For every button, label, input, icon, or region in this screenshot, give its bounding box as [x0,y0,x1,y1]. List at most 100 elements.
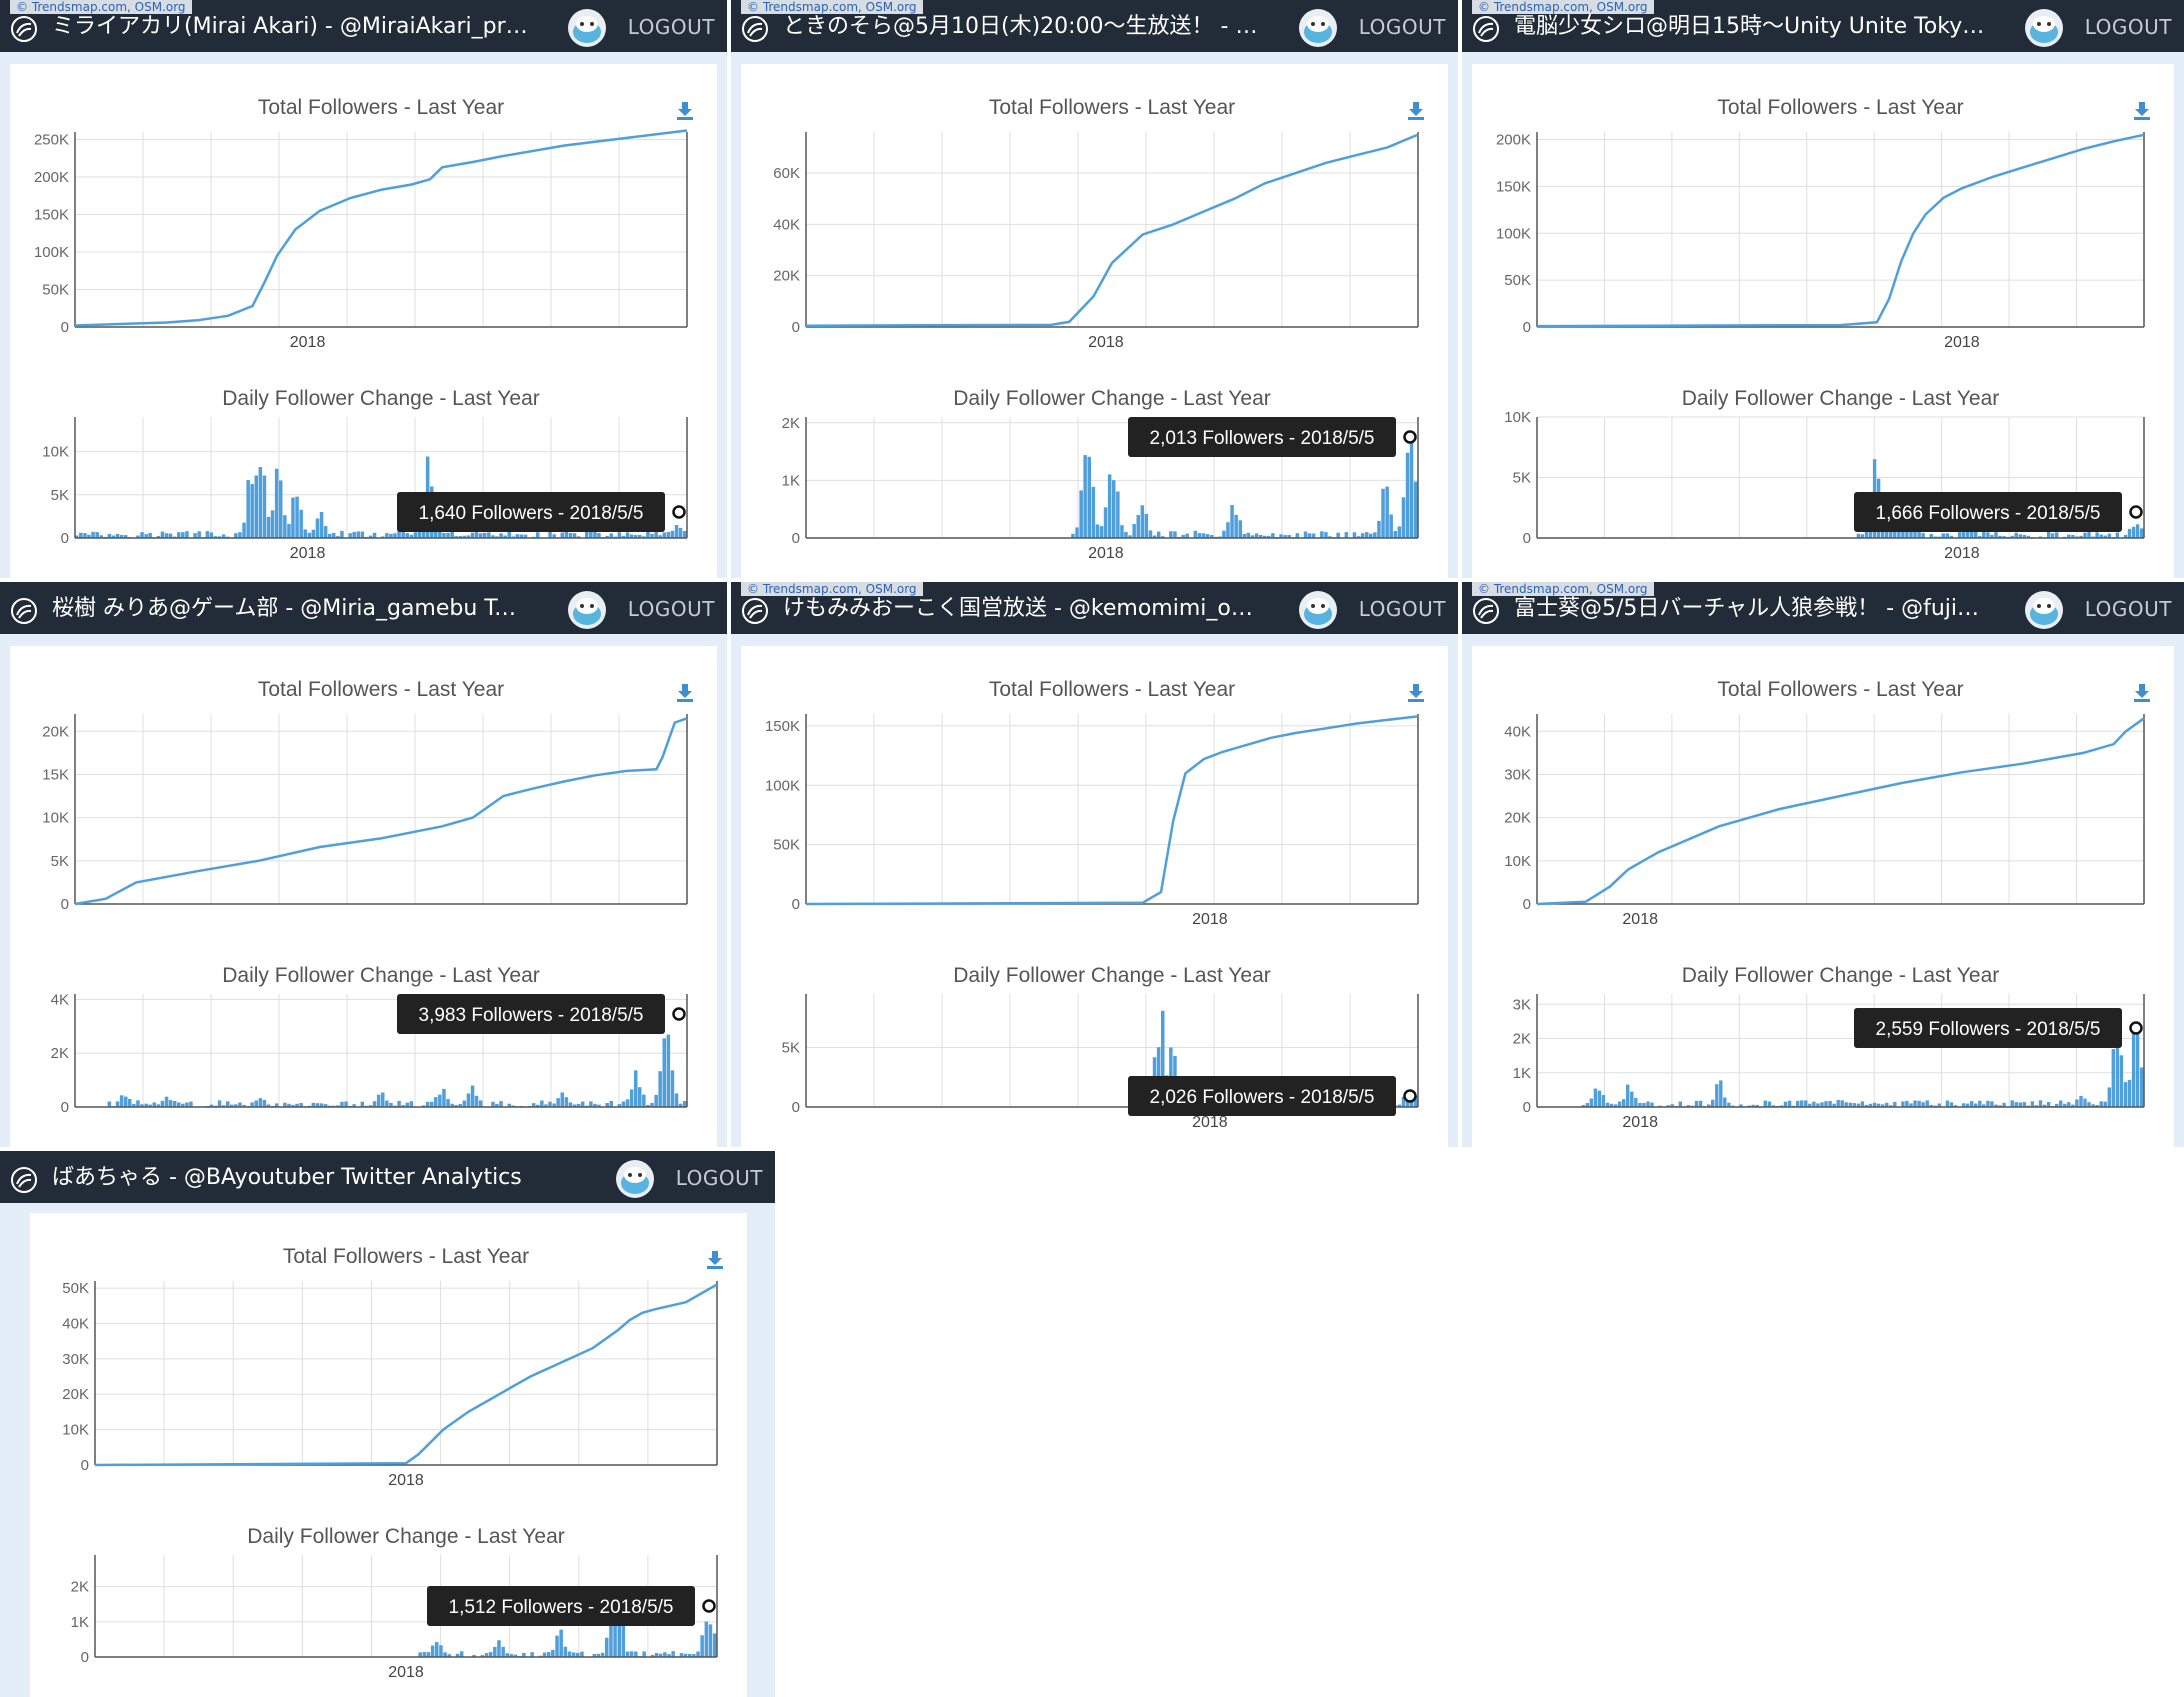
download-icon[interactable] [707,1251,723,1269]
bar [1201,533,1206,538]
bar [1965,531,1970,538]
bar [638,1087,642,1107]
bar [593,1103,597,1107]
bar [548,1101,552,1107]
bar [523,534,528,538]
bar [1666,1105,1670,1107]
user-avatar-icon[interactable] [567,8,607,48]
bar [571,1652,576,1657]
bar [1698,1100,1703,1107]
bar [250,484,254,538]
download-icon[interactable] [2134,684,2150,702]
bar [2103,535,2107,538]
map-credit: © Trendsmap.com, OSM.org [1472,0,1654,14]
bar [2059,1100,2063,1107]
bar [234,1104,238,1107]
trendsmap-logo-icon[interactable] [10,597,38,625]
bar [1998,535,2002,538]
download-icon[interactable] [2134,102,2150,120]
total-followers-chart: Total Followers - Last Year 0 50K 100K 150K 2… [1496,96,2150,351]
logout-button[interactable]: LOGOUT [627,15,715,39]
user-avatar-icon[interactable] [1298,8,1338,48]
bar [409,1101,414,1107]
bar [1767,1101,1772,1107]
bar [295,496,299,538]
bar [1771,1105,1776,1107]
logout-button[interactable]: LOGOUT [1358,15,1446,39]
bar [2034,1105,2039,1107]
tooltip-text: 2,013 Followers - 2018/5/5 [1150,428,1375,449]
chart-card: Total Followers - Last Year 0 10K 20K 30K 40K… [30,1213,747,1697]
download-icon[interactable] [677,102,693,120]
bar [287,1103,291,1107]
bar [488,1652,493,1657]
bar [299,1103,303,1107]
y-tick-label: 100K [34,244,69,261]
bar [564,531,569,538]
user-avatar-icon[interactable] [2024,590,2064,630]
trendsmap-logo-icon[interactable] [741,597,769,625]
bar [458,536,462,538]
bar [682,1101,687,1107]
bar [576,536,581,538]
bar [2067,534,2071,538]
tooltip: 1,512 Followers - 2018/5/5 [427,1586,716,1626]
trendsmap-logo-icon[interactable] [741,15,769,43]
logout-button[interactable]: LOGOUT [2084,597,2172,621]
download-icon[interactable] [1408,102,1424,120]
trendsmap-logo-icon[interactable] [10,1166,38,1194]
header-bar: © Trendsmap.com, OSM.org 電脳少女シロ@明日15時〜Uni… [1462,0,2184,52]
bar [1397,1104,1402,1107]
bar [1864,1104,1869,1107]
download-icon[interactable] [677,684,693,702]
bar [483,532,487,538]
bar [589,1101,593,1107]
followers-line [805,715,1419,906]
bar [1796,1100,1800,1107]
panel-title: ミライアカリ(Mirai Akari) - @MiraiAkari_prj Tw… [52,14,529,39]
bar [1124,531,1128,538]
bar [2018,1102,2022,1107]
bar [621,1622,626,1657]
bar [140,532,144,538]
bar [443,1652,447,1657]
logout-button[interactable]: LOGOUT [2084,15,2172,39]
bar [459,1651,464,1657]
bar [593,530,597,538]
tooltip: 2,013 Followers - 2018/5/5 [1128,417,1417,457]
followers-line [94,1283,718,1467]
bar [291,497,295,538]
bar [1401,1096,1406,1107]
bar [1634,1097,1638,1107]
bar [576,1103,581,1107]
logout-button[interactable]: LOGOUT [1358,597,1446,621]
bar [605,1103,609,1107]
bar [642,536,646,538]
trendsmap-logo-icon[interactable] [10,15,38,43]
bar [1413,1095,1418,1107]
user-avatar-icon[interactable] [615,1159,655,1199]
bar [217,536,222,538]
user-avatar-icon[interactable] [567,590,607,630]
bar [299,509,303,538]
bar [1258,535,1263,538]
bar [1828,1100,1832,1107]
bar [258,467,263,538]
download-icon[interactable] [1408,684,1424,702]
y-tick-label: 0 [1523,1099,1531,1116]
bar [1397,526,1402,538]
trendsmap-logo-icon[interactable] [1472,597,1500,625]
logout-button[interactable]: LOGOUT [627,597,715,621]
user-avatar-icon[interactable] [2024,8,2064,48]
y-tick-label: 20K [773,268,800,285]
bar [1840,1100,1844,1107]
logout-button[interactable]: LOGOUT [675,1166,763,1190]
trendsmap-logo-icon[interactable] [1472,15,1500,43]
bar [1982,1104,1986,1107]
bar [156,536,161,538]
panel-title: ときのそら@5月10日(木)20:00〜生放送！ - @toki… [783,14,1260,39]
user-avatar-icon[interactable] [1298,590,1338,630]
bar [425,1101,430,1107]
panel-title: 電脳少女シロ@明日15時〜Unity Unite Tokyo2018… [1514,14,1986,39]
bar [1095,524,1100,538]
